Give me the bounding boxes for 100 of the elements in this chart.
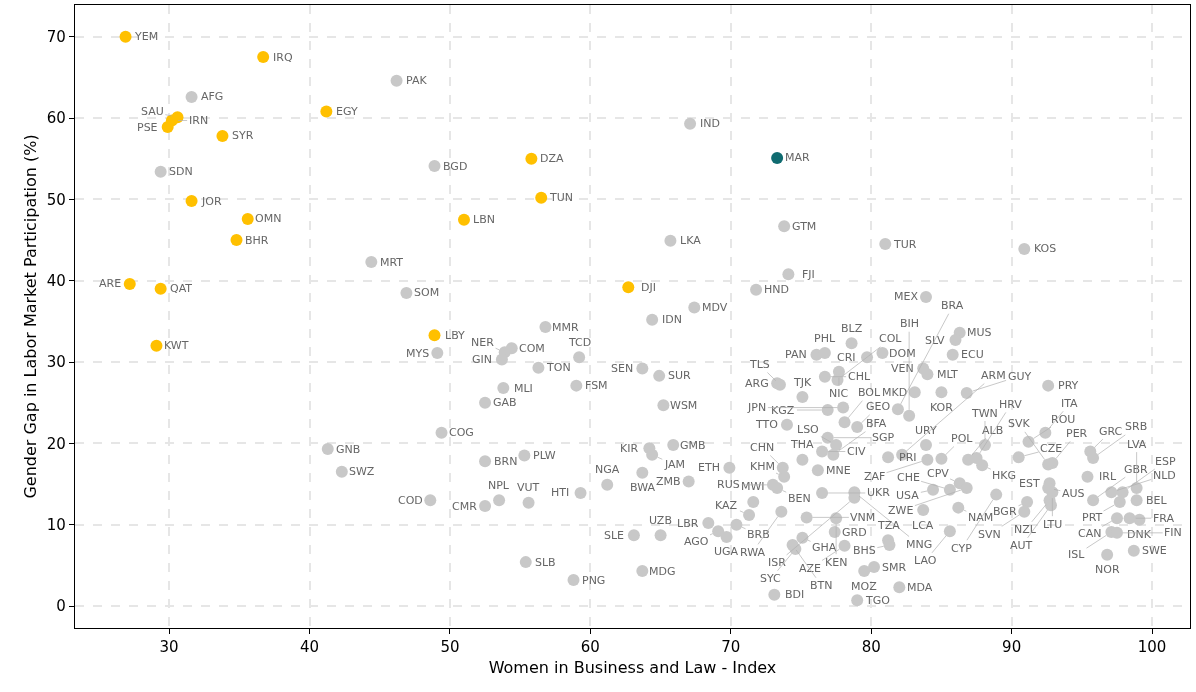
annotation: MEX — [894, 290, 919, 303]
x-tick-label: 80 — [861, 638, 881, 657]
annotation: PLW — [533, 449, 556, 462]
annotation: KEN — [825, 556, 848, 569]
annotation: WSM — [670, 399, 698, 412]
annotation: RUS — [717, 478, 740, 491]
x-axis-title: Women in Business and Law - Index — [488, 657, 777, 677]
annotation: PER — [1066, 427, 1088, 440]
annotation: BHS — [853, 544, 876, 557]
point — [150, 339, 163, 352]
annotation: CRI — [837, 351, 856, 364]
point — [525, 152, 538, 165]
annotation: NAM — [968, 511, 994, 524]
annotation: AGO — [684, 535, 709, 548]
annotation: CYP — [951, 542, 973, 555]
annotation: TUN — [549, 191, 573, 204]
annotation: PNG — [582, 574, 606, 587]
annotation: VEN — [891, 362, 914, 375]
annotation: SDN — [169, 165, 193, 178]
annotation: FIN — [1164, 526, 1182, 539]
annotation: CHE — [897, 471, 920, 484]
annotation: PAN — [785, 348, 807, 361]
annotation: SLE — [604, 529, 625, 542]
annotation: LBR — [677, 517, 699, 530]
x-tick-label: 40 — [299, 638, 320, 657]
annotation: BDI — [785, 588, 805, 601]
annotation: USA — [896, 489, 920, 502]
annotation: BRB — [747, 528, 770, 541]
annotation: MUS — [967, 326, 992, 339]
annotation: KOS — [1034, 242, 1057, 255]
annotation: UGA — [714, 545, 739, 558]
annotation: DOM — [889, 347, 916, 360]
annotation: IRL — [1099, 470, 1117, 483]
annotation: UKR — [867, 486, 891, 499]
annotation: NOR — [1095, 563, 1120, 576]
annotation: SRB — [1125, 420, 1148, 433]
annotation: ARE — [99, 277, 122, 290]
annotation: ARM — [981, 369, 1006, 382]
annotation: DJI — [641, 281, 656, 294]
annotation: NIC — [829, 387, 849, 400]
annotation: QAT — [170, 282, 193, 295]
annotation: BEL — [1146, 494, 1168, 507]
annotation: IDN — [662, 313, 682, 326]
annotation: JPN — [747, 401, 767, 414]
annotation: TUR — [893, 238, 917, 251]
annotation: SOM — [414, 286, 440, 299]
x-tick-label: 50 — [440, 638, 460, 657]
annotation: ESP — [1155, 455, 1176, 468]
x-tick-label: 60 — [580, 638, 600, 657]
annotation: LCA — [912, 519, 934, 532]
annotation: ISL — [1068, 548, 1086, 561]
annotation: BIH — [900, 317, 920, 330]
annotation: FRA — [1153, 512, 1175, 525]
annotation: MWI — [741, 480, 765, 493]
annotation: AUT — [1010, 539, 1033, 552]
annotation: GBR — [1124, 463, 1149, 476]
annotation: MOZ — [851, 580, 878, 593]
annotation: SAU — [141, 105, 164, 118]
y-tick-label: 50 — [46, 190, 66, 209]
annotation: VUT — [517, 481, 540, 494]
annotation: DNK — [1127, 528, 1152, 541]
annotation: TCD — [568, 336, 592, 349]
annotation: PRT — [1082, 511, 1103, 524]
annotation: PRY — [1058, 379, 1079, 392]
annotation: SGP — [872, 431, 895, 444]
annotation: GHA — [812, 541, 837, 554]
point — [428, 329, 441, 342]
x-tick-label: 30 — [159, 638, 179, 657]
annotation: ZMB — [656, 475, 681, 488]
annotation: GUY — [1008, 370, 1032, 383]
y-tick-label: 10 — [46, 515, 66, 534]
annotation: ROU — [1051, 413, 1076, 426]
point — [161, 121, 174, 133]
annotation: LKA — [680, 234, 702, 247]
y-tick-label: 40 — [46, 271, 66, 290]
x-tick-label: 100 — [1137, 638, 1167, 657]
y-tick-label: 60 — [46, 109, 66, 128]
annotation: GTM — [792, 220, 817, 233]
annotation: NZL — [1014, 523, 1037, 536]
point — [154, 282, 167, 295]
annotation: GRD — [842, 526, 867, 539]
annotation: MNE — [826, 464, 851, 477]
annotation: ECU — [961, 348, 984, 361]
x-tick-label: 90 — [1002, 638, 1022, 657]
annotation: THA — [790, 438, 814, 451]
annotation: IRN — [189, 114, 209, 127]
annotation: LBN — [473, 213, 495, 226]
annotation: KOR — [930, 401, 954, 414]
annotation: PRI — [899, 451, 917, 464]
y-axis-title: Gender Gap in Labor Market Participation (%) — [20, 134, 40, 499]
point — [771, 151, 784, 164]
annotation: HND — [764, 283, 789, 296]
annotation: URY — [915, 424, 937, 437]
annotation: ALB — [982, 424, 1004, 437]
point — [320, 105, 333, 118]
annotation: CHN — [750, 441, 775, 454]
annotation: MDV — [702, 301, 728, 314]
annotation: IRQ — [273, 51, 293, 64]
annotation: AUS — [1062, 487, 1085, 500]
annotation: KHM — [750, 460, 775, 473]
